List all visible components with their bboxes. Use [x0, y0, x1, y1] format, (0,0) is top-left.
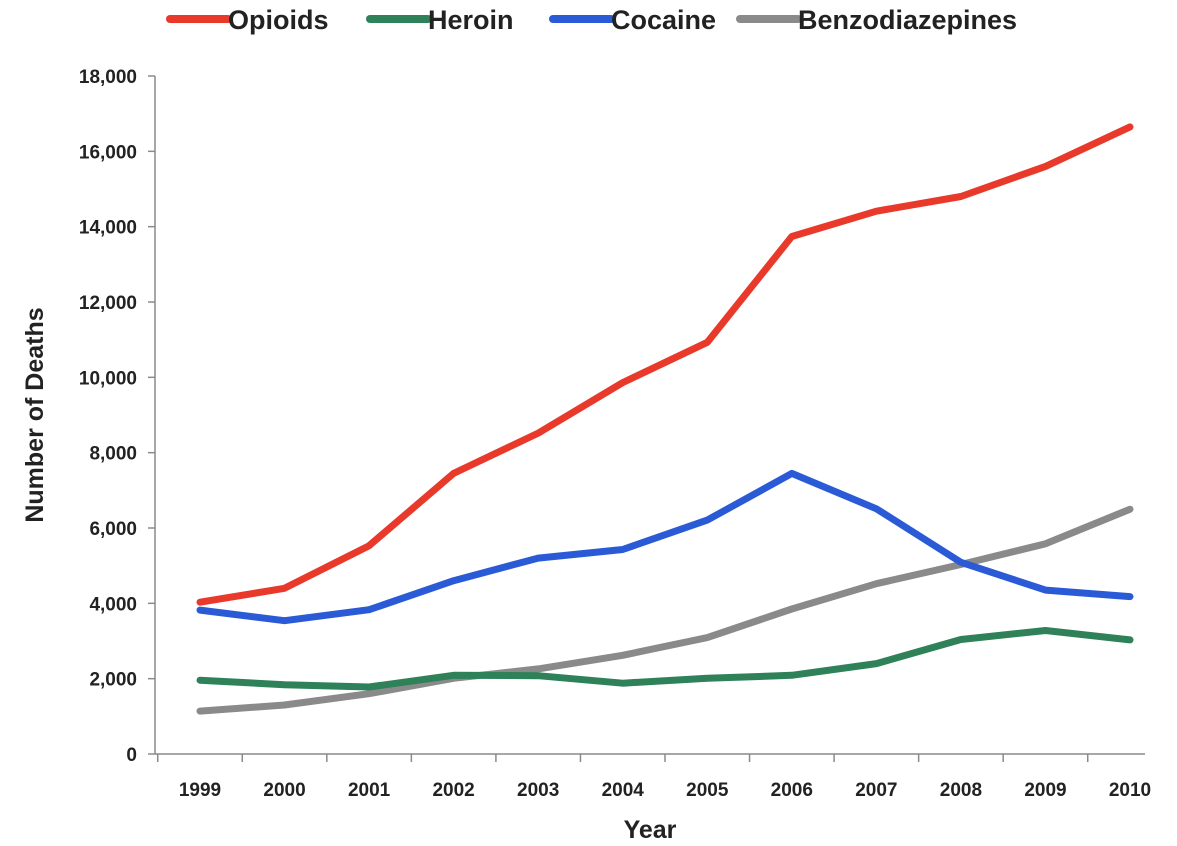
legend-label-opioids: Opioids [228, 5, 329, 35]
series-line-heroin [196, 627, 1134, 691]
legend: Opioids Heroin Cocaine Benzodiazepines [166, 5, 1017, 35]
x-tick-label: 2005 [686, 780, 729, 801]
series-lines [196, 123, 1134, 715]
y-axis-title: Number of Deaths [21, 307, 49, 522]
x-tick-label: 2009 [1024, 780, 1066, 801]
y-axis-ticks: 0 2,000 4,000 6,000 8,000 10,000 12,000 14,000 1… [79, 67, 155, 766]
y-tick-label: 4,000 [89, 594, 137, 615]
x-tick-label: 2008 [940, 780, 982, 801]
x-tick-label: 2007 [855, 780, 897, 801]
x-axis-ticks: 1999 2000 2001 2002 2003 2004 2005 2006 2007 2008… [156, 754, 1151, 801]
axes [154, 76, 1145, 755]
y-tick-label: 2,000 [89, 670, 137, 691]
y-tick-label: 18,000 [79, 67, 137, 88]
legend-label-heroin: Heroin [428, 5, 514, 35]
x-tick-label: 2002 [432, 780, 474, 801]
x-tick-label: 2001 [348, 780, 391, 801]
x-axis-title: Year [624, 816, 677, 844]
series-line-opioids [196, 123, 1134, 606]
y-tick-label: 6,000 [89, 519, 137, 540]
y-tick-label: 10,000 [79, 368, 137, 389]
x-tick-label: 2004 [602, 780, 645, 801]
x-tick-label: 2006 [771, 780, 813, 801]
y-tick-label: 12,000 [79, 293, 137, 314]
x-tick-label: 1999 [179, 780, 221, 801]
series-line-cocaine [196, 469, 1134, 625]
x-tick-label: 2003 [517, 780, 559, 801]
series-line-benzodiazepines [196, 505, 1134, 715]
y-tick-label: 0 [126, 745, 137, 766]
legend-label-cocaine: Cocaine [611, 5, 716, 35]
y-tick-label: 16,000 [79, 142, 137, 163]
y-tick-label: 14,000 [79, 218, 137, 239]
x-tick-label: 2000 [263, 780, 305, 801]
x-tick-label: 2010 [1109, 780, 1151, 801]
y-tick-label: 8,000 [89, 444, 137, 465]
legend-label-benzodiazepines: Benzodiazepines [798, 5, 1017, 35]
